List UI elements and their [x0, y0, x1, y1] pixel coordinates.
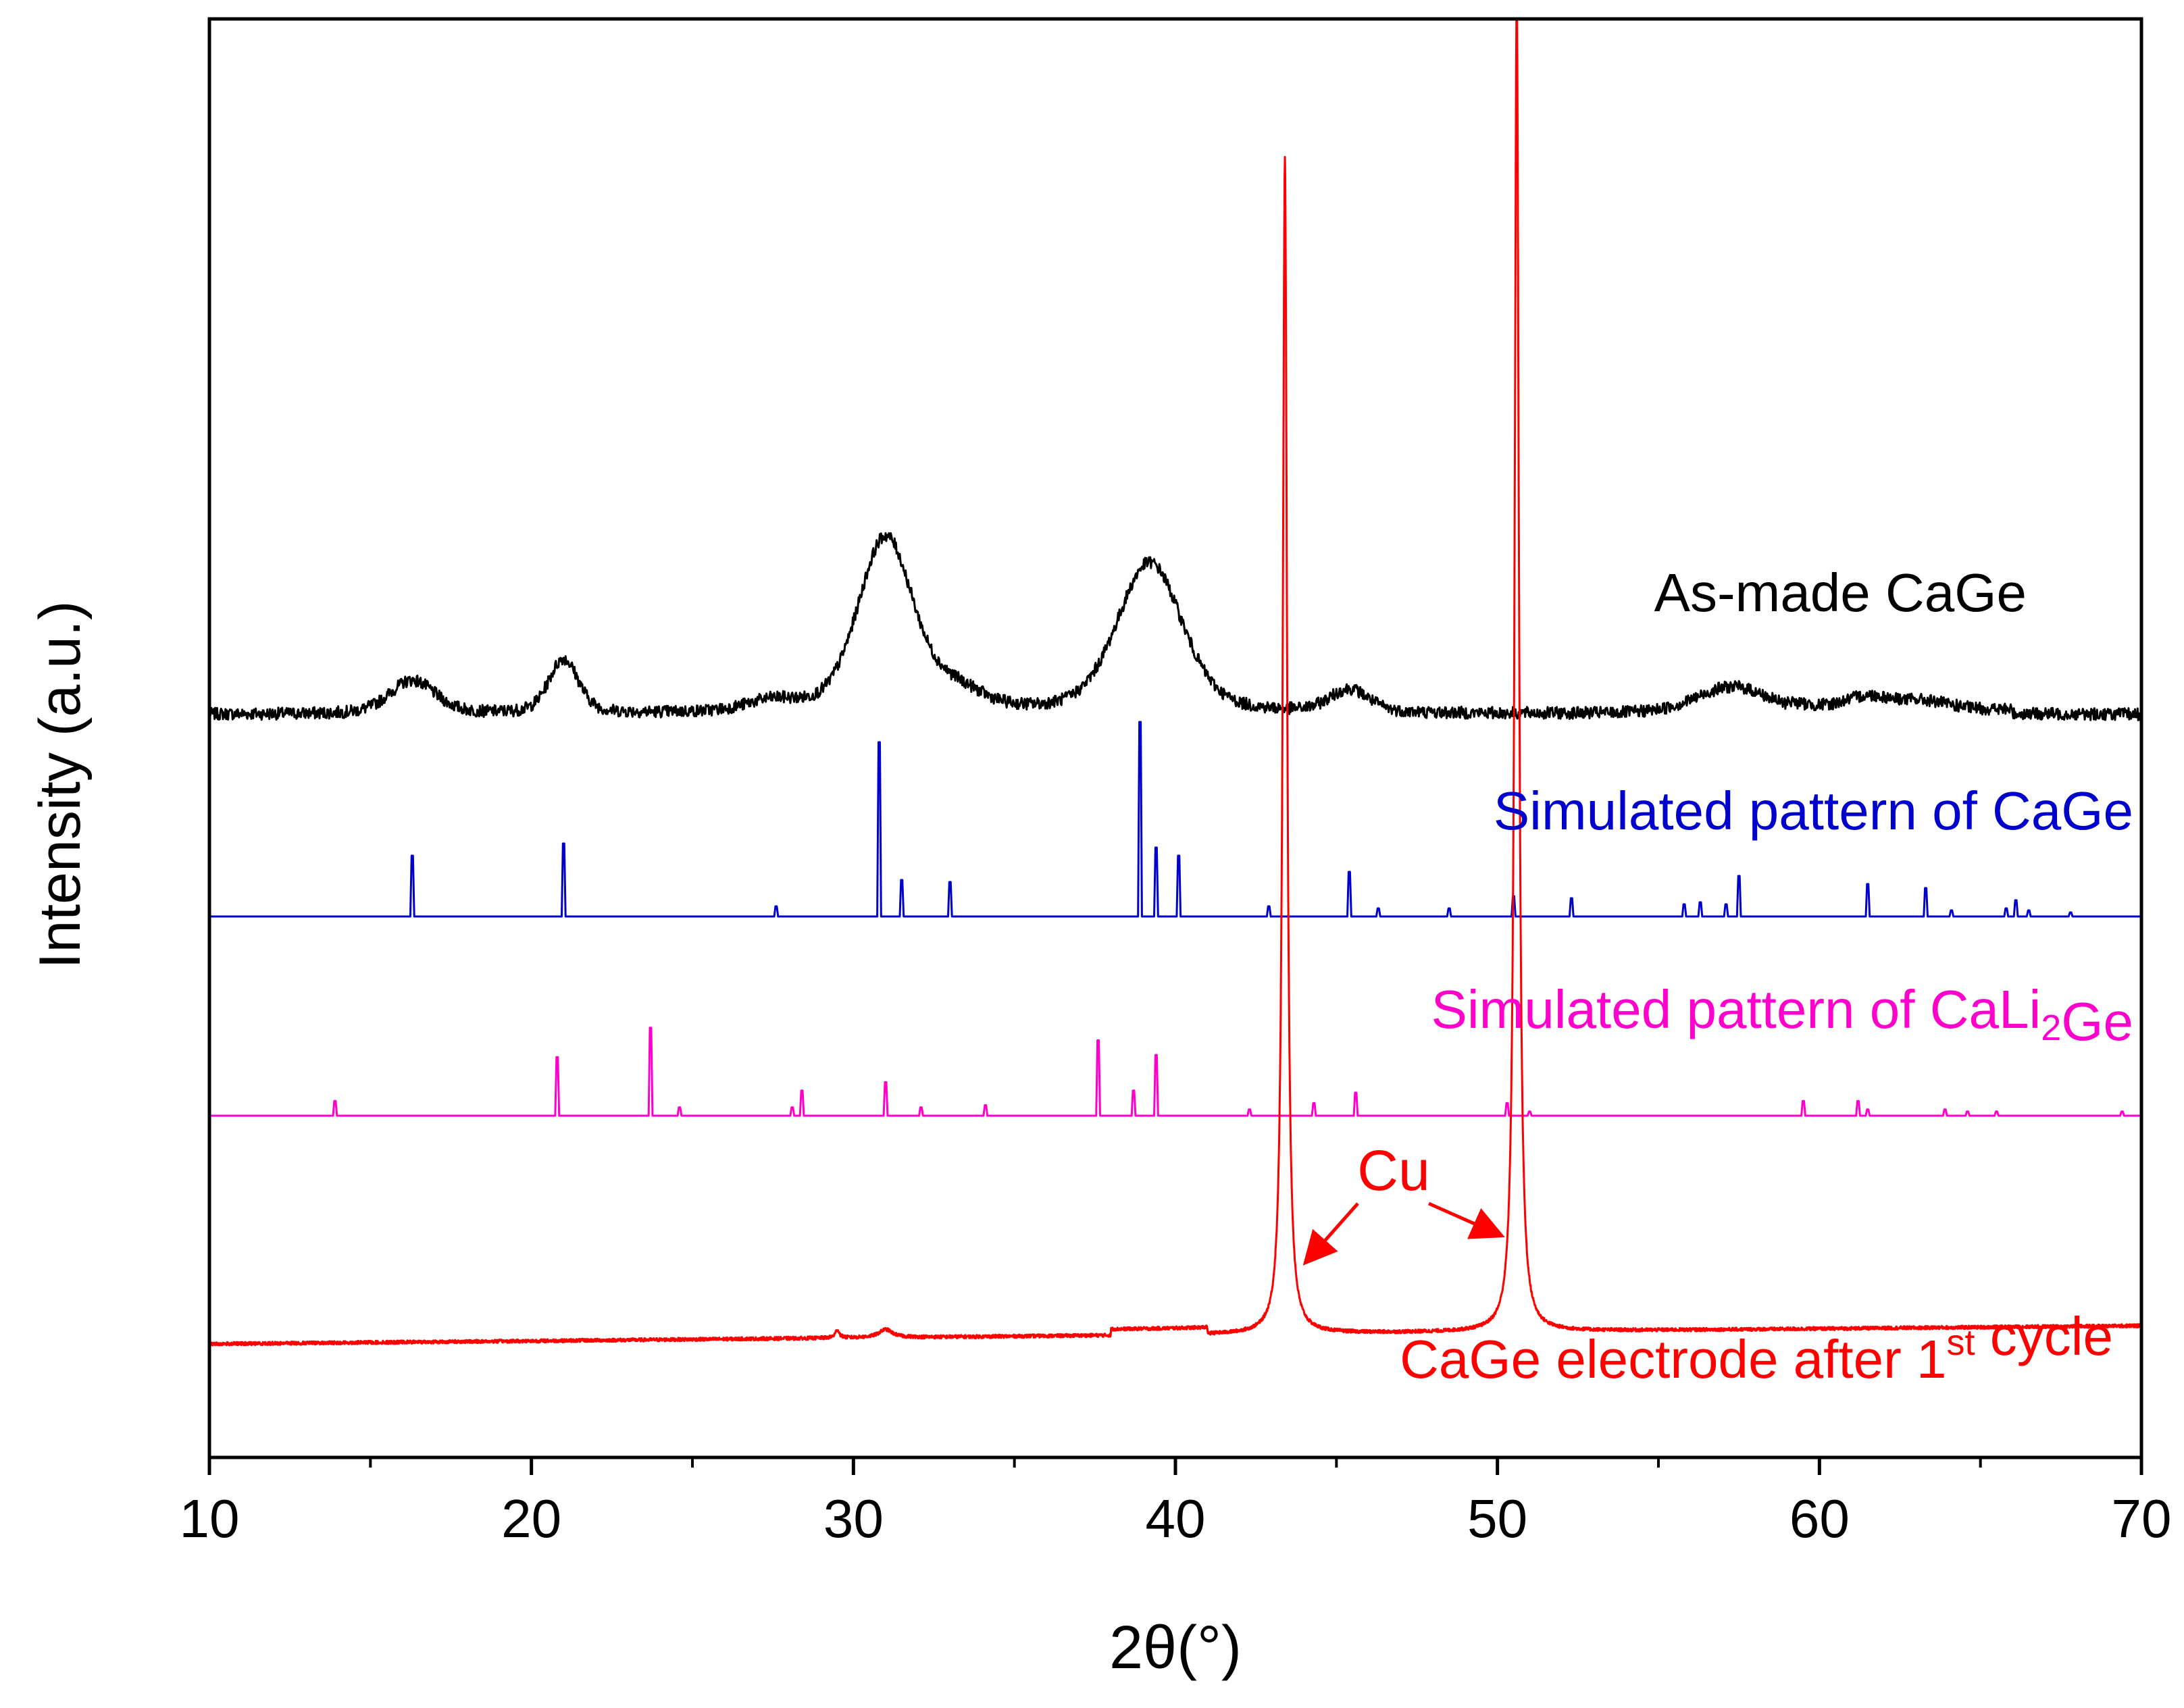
- y-axis-label: Intensity (a.u.): [28, 601, 93, 969]
- series-label-1: As-made CaGe: [1654, 563, 2027, 623]
- x-tick-label: 50: [1467, 1489, 1527, 1549]
- x-axis-label: 2θ(°): [1109, 1614, 1242, 1682]
- annotation-arrow-2: [1427, 1201, 1505, 1239]
- series-label-2: Simulated pattern of CaGe: [1494, 781, 2133, 841]
- series-line-1: [209, 532, 2141, 721]
- series-line-2: [209, 721, 2141, 918]
- x-tick-label: 10: [180, 1489, 240, 1549]
- plot-frame: [207, 17, 2143, 1459]
- series-line-3: [209, 1027, 2141, 1117]
- series-line-4: [209, 19, 2141, 1347]
- series-label-4: CaGe electrode after 1st cycle: [1400, 1306, 2113, 1389]
- annotation-arrow-1: [1302, 1202, 1359, 1266]
- x-tick-label: 70: [2112, 1489, 2172, 1549]
- x-tick-label: 30: [823, 1489, 884, 1549]
- series-label-3: Simulated pattern of CaLi2Ge: [1431, 979, 2134, 1052]
- x-tick-label: 40: [1146, 1489, 1206, 1549]
- annotation-cu: Cu: [1357, 1139, 1429, 1202]
- x-tick-label: 60: [1789, 1489, 1850, 1549]
- x-tick-label: 20: [501, 1489, 561, 1549]
